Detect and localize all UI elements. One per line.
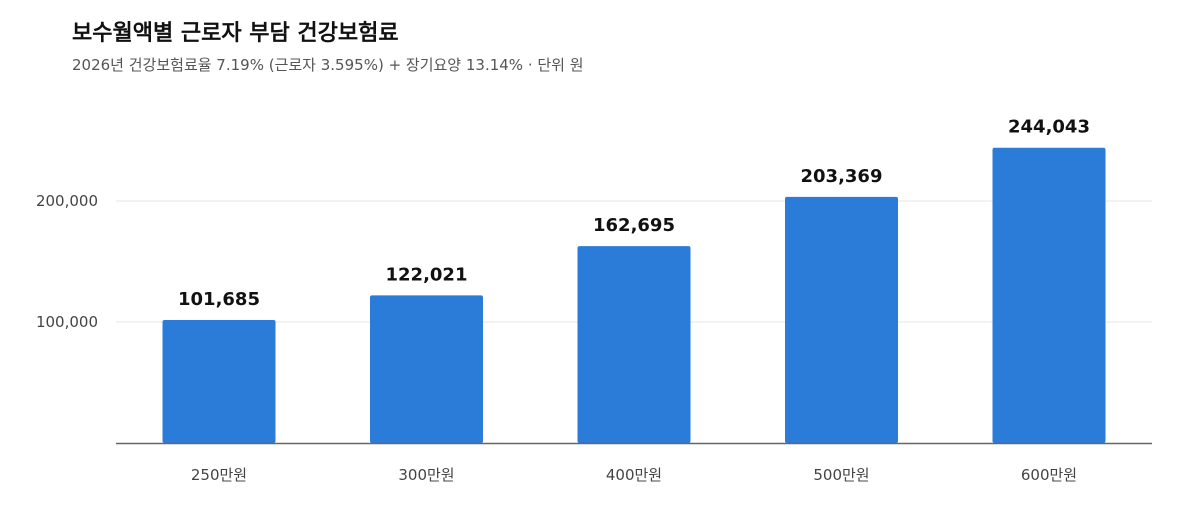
- chart-title: 보수월액별 근로자 부담 건강보험료: [72, 21, 399, 46]
- x-tick-label: 400만원: [606, 466, 662, 484]
- x-axis-tick-labels: 250만원 300만원 400만원 500만원 600만원: [191, 466, 1077, 484]
- y-axis-tick-labels: 100,000 200,000: [36, 192, 98, 331]
- data-labels: 101,685 122,021 162,695 203,369 244,043: [178, 117, 1090, 310]
- data-label: 162,695: [593, 215, 675, 236]
- data-label: 203,369: [801, 166, 883, 187]
- x-tick-label: 600만원: [1021, 466, 1077, 484]
- x-tick-label: 300만원: [398, 466, 454, 484]
- bars: [162, 147, 1106, 443]
- data-label: 244,043: [1008, 117, 1090, 138]
- bar: [577, 246, 691, 443]
- bar: [370, 295, 483, 443]
- x-tick-label: 500만원: [813, 466, 869, 484]
- bar: [162, 319, 276, 443]
- y-tick-label: 100,000: [36, 313, 98, 331]
- x-tick-label: 250만원: [191, 466, 247, 484]
- data-label: 101,685: [178, 289, 260, 310]
- bar: [992, 147, 1106, 443]
- data-label: 122,021: [386, 264, 468, 285]
- y-tick-label: 200,000: [36, 192, 98, 210]
- bar: [785, 196, 898, 443]
- chart-subtitle: 2026년 건강보험료율 7.19% (근로자 3.595%) + 장기요양 1…: [72, 56, 584, 74]
